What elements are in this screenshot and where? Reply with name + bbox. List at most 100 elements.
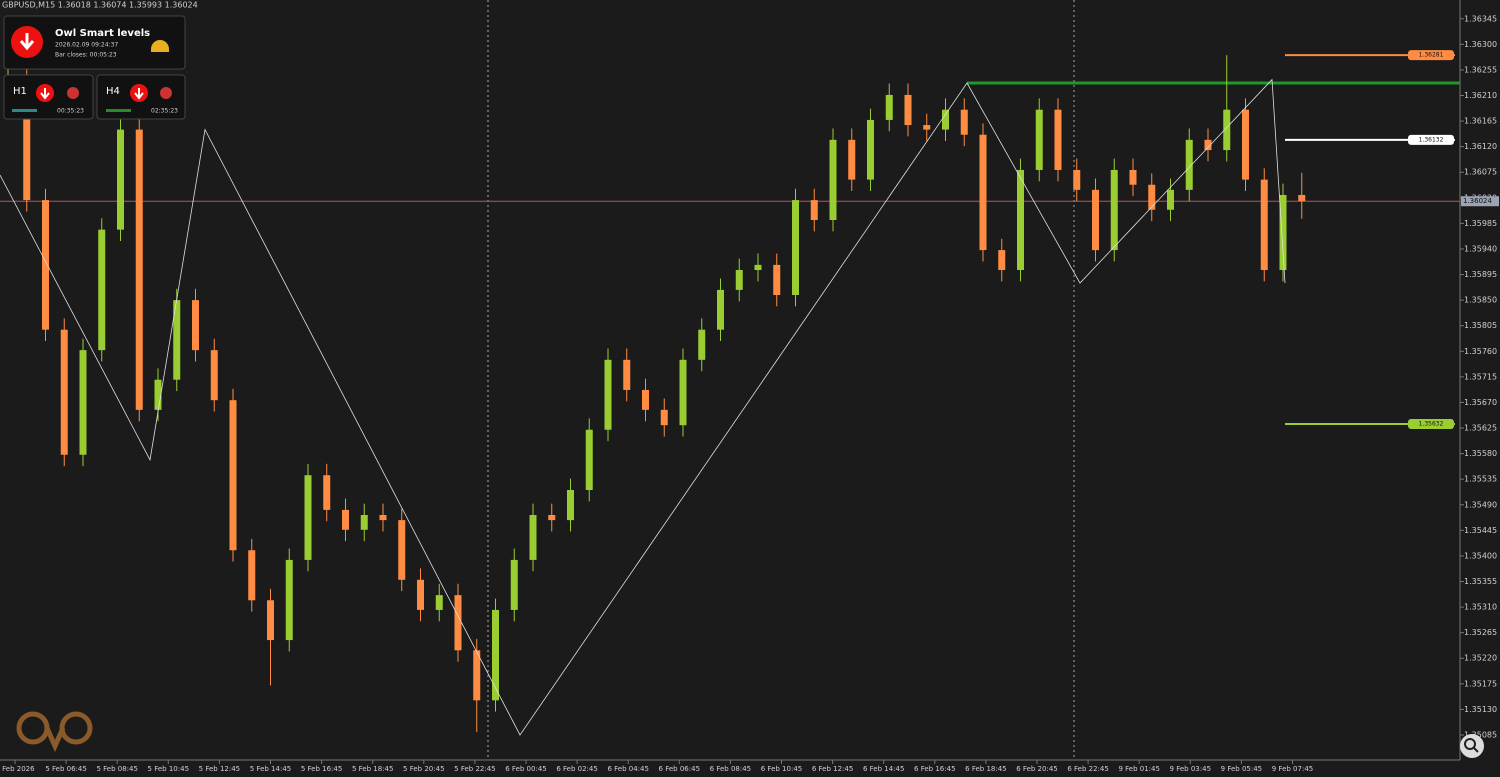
candle-body [248,550,256,601]
x-tick-label: 5 Feb 08:45 [96,765,137,773]
y-tick-label: 1.35580 [1464,449,1497,458]
candle-body [473,650,481,701]
candle-body [529,515,537,560]
x-tick-label: 9 Feb 07:45 [1272,765,1313,773]
candle-body [1148,184,1156,210]
x-tick-label: 9 Feb 01:45 [1118,765,1159,773]
alarm-icon [160,87,172,99]
current-price-label: 1.36024 [1463,197,1492,205]
candle-body [42,200,49,330]
candle-body [492,609,499,701]
y-tick-label: 1.35130 [1464,705,1497,714]
alarm-icon [67,87,79,99]
candle-body [1167,189,1174,210]
candle-body [660,409,668,426]
progress [12,109,37,112]
y-tick-label: 1.35535 [1464,475,1497,484]
candle-body [60,329,68,455]
arrow [40,88,50,100]
x-tick-label: 6 Feb 06:45 [659,765,700,773]
candle-body [360,515,368,530]
x-tick-label: 5 Feb 18:45 [352,765,393,773]
candle-body [698,329,706,360]
plot: 1.36345 1.36300 1.36255 1.36210 1.36165 1.361… [0,14,1499,773]
candle-body [717,289,724,330]
y-tick-label: 1.35760 [1464,347,1497,356]
owl-panel: Owl Smart levels 2026.02.09 09:24:37 Bar… [3,15,186,120]
y-tick-label: 1.35985 [1464,219,1497,228]
candle-body [960,109,968,135]
x-tick-label: 6 Feb 02:45 [556,765,597,773]
x-tick-label: 5 Feb 12:45 [199,765,240,773]
panel-time: 2026.02.09 09:24:37 [55,42,118,49]
x-tick-label: 6 Feb 18:45 [965,765,1006,773]
x-tick-label: 9 Feb 03:45 [1170,765,1211,773]
candle-body [98,229,106,351]
h4-label: H4 [106,86,120,97]
current-price-tag [1461,196,1499,207]
candle-body [1279,194,1287,271]
y-tick-label: 1.36165 [1464,117,1497,126]
candle-body [923,125,931,130]
zigzag [0,78,1286,736]
h1-timer: 00:35:23 [57,108,84,115]
candle-body [1223,109,1231,151]
x-tick-label: 6 Feb 22:45 [1067,765,1108,773]
y-tick-label: 1.35895 [1464,270,1497,279]
y-tick-label: 1.35355 [1464,577,1497,586]
candle-body [192,300,199,351]
y-tick-label: 1.35670 [1464,398,1497,407]
level-tag [1408,134,1454,145]
bar-closes: Bar closes: 00:05:23 [55,52,117,59]
candle-body [998,250,1006,271]
x-tick-label: 6 Feb 10:45 [761,765,802,773]
y-tick-label: 1.35445 [1464,526,1497,535]
candle-body [754,264,762,271]
symbol-line: GBPUSD,M15 1.36018 1.36074 1.35993 1.360… [2,1,198,10]
candle-body [735,270,743,290]
candle-body [848,139,856,180]
candle-body [323,475,331,510]
arrow [19,33,35,51]
candle-body [1260,179,1268,271]
candle-body [417,579,424,610]
candle-body [1242,109,1249,180]
level-label: 1.35632 [1419,421,1444,428]
x-tick-label: 5 Feb 06:45 [45,765,86,773]
candle-body [885,94,893,120]
candle-body [1129,169,1137,185]
candle-body [379,515,387,521]
candle-body [604,359,612,430]
y-tick-label: 1.36120 [1464,142,1497,151]
candle-body [135,129,143,410]
candle-body [1185,139,1193,190]
y-tick-label: 1.35175 [1464,679,1497,688]
candle-body [285,559,293,641]
y-tick-label: 1.35265 [1464,628,1497,637]
x-tick-label: 6 Feb 00:45 [505,765,546,773]
candle-body [454,595,462,651]
candle-body [979,134,987,251]
candle-body [510,559,518,610]
y-tick-label: 1.35085 [1464,730,1497,739]
candle-body [867,119,874,180]
candle-body [810,200,818,220]
level-tag [1408,419,1454,430]
x-tick-label: 6 Feb 16:45 [914,765,955,773]
x-tick-label: 5 Feb 22:45 [454,765,495,773]
candle-body [679,359,687,426]
y-tick-label: 1.35715 [1464,372,1497,381]
candle-body [1092,189,1099,251]
candle-body [623,359,631,390]
level-tag [1408,50,1454,61]
x-tick-label: 9 Feb 05:45 [1221,765,1262,773]
y-tick-label: 1.35220 [1464,654,1497,663]
candle-body [829,139,837,220]
y-tick-label: 1.35805 [1464,321,1497,330]
zoom-icon[interactable] [1460,734,1484,758]
progress [106,109,131,112]
y-tick-label: 1.35400 [1464,551,1497,560]
level-label: 1.36281 [1419,52,1444,59]
